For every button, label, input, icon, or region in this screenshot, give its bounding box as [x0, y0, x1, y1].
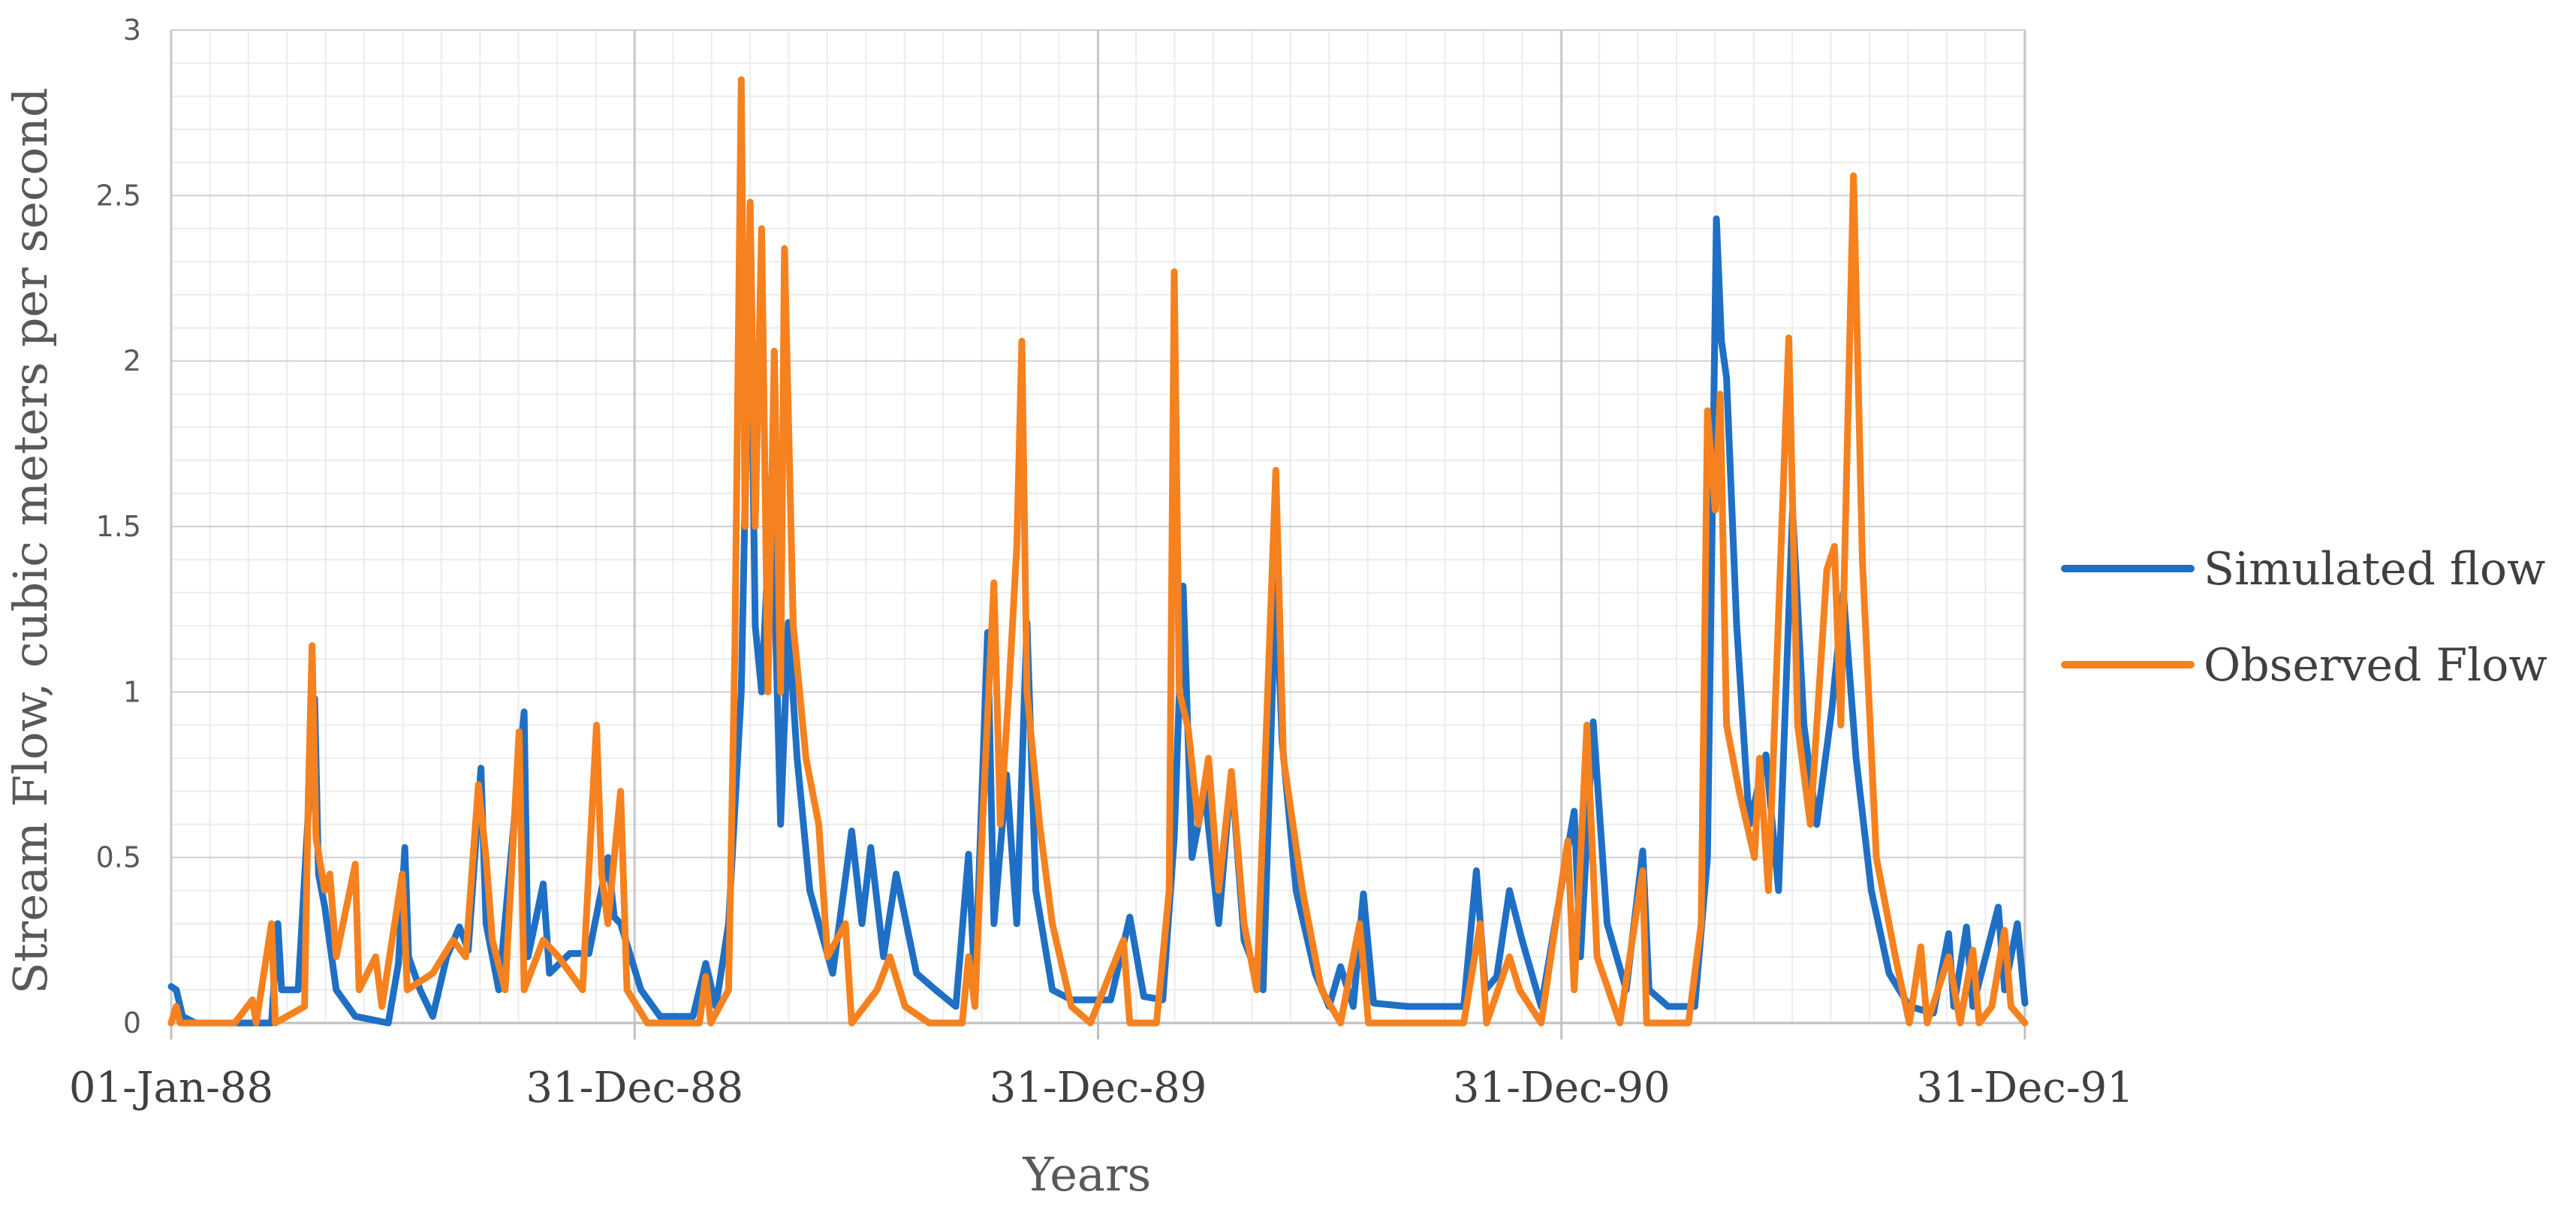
y-tick-label: 0.5 — [96, 841, 141, 874]
series-line-observed-flow — [167, 76, 2029, 1027]
x-tick-label: 31-Dec-91 — [1916, 1064, 2134, 1112]
series-lines — [167, 76, 2029, 1027]
y-tick-label: 0 — [123, 1006, 141, 1039]
x-tick-label: 31-Dec-90 — [1453, 1064, 1671, 1112]
x-tick-label: 31-Dec-89 — [990, 1064, 1207, 1112]
y-tick-label: 1.5 — [96, 510, 141, 543]
y-tick-label: 1 — [123, 675, 141, 708]
grid-lines — [170, 29, 2026, 1024]
y-axis-title: Stream Flow, cubic meters per second — [3, 87, 58, 994]
y-tick-label: 2.5 — [96, 179, 141, 212]
x-tick-label: 31-Dec-88 — [526, 1064, 743, 1112]
y-axis-tick-labels: 0 0.5 1 1.5 2 2.5 3 — [96, 14, 141, 1039]
legend-label: Simulated flow — [2204, 543, 2545, 596]
x-tick-label: 01-Jan-88 — [69, 1064, 273, 1112]
legend: Simulated flow Observed Flow — [2061, 543, 2547, 692]
y-tick-label: 3 — [123, 14, 141, 47]
y-tick-label: 2 — [123, 345, 141, 378]
x-axis-title: Years — [1023, 1147, 1152, 1202]
legend-label: Observed Flow — [2204, 639, 2547, 692]
x-axis-tick-labels: 01-Jan-88 31-Dec-88 31-Dec-89 31-Dec-90 31-D… — [69, 1023, 2134, 1112]
